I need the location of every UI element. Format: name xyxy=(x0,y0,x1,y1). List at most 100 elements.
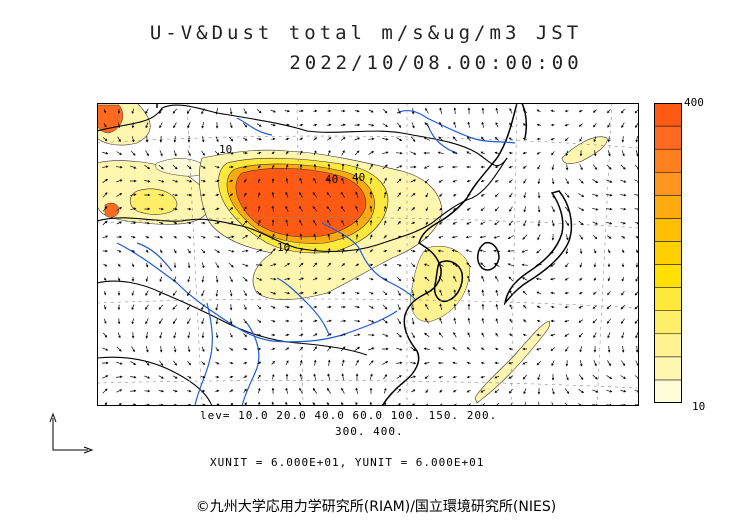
wind-arrow xyxy=(578,332,583,338)
wind-arrow xyxy=(228,151,234,155)
wind-arrow xyxy=(354,109,360,113)
wind-arrow xyxy=(187,332,190,339)
wind-arrow xyxy=(411,304,415,311)
wind-arrow xyxy=(271,151,275,155)
wind-arrow xyxy=(201,248,206,254)
wind-arrow xyxy=(579,234,583,240)
wind-arrow xyxy=(187,135,191,143)
wind-arrow xyxy=(551,248,555,255)
wind-arrow xyxy=(172,179,179,183)
wind-arrow xyxy=(257,205,261,212)
wind-arrow xyxy=(242,249,249,253)
wind-arrow xyxy=(327,346,332,352)
colorbar-cell xyxy=(654,333,682,358)
wind-arrow xyxy=(159,135,163,143)
wind-arrow xyxy=(354,150,360,156)
wind-arrow xyxy=(522,290,527,295)
wind-arrow xyxy=(578,220,584,226)
wind-arrow xyxy=(201,221,206,225)
wind-arrow xyxy=(424,332,430,338)
wind-arrow xyxy=(412,317,415,325)
wind-arrow xyxy=(242,263,249,267)
wind-arrow xyxy=(508,375,514,379)
wind-arrow xyxy=(115,179,123,183)
wind-arrow xyxy=(522,137,527,141)
wind-arrow xyxy=(593,291,597,295)
wind-arrow xyxy=(187,221,192,225)
wind-arrow xyxy=(159,221,164,225)
wind-arrow xyxy=(578,123,583,127)
wind-arrow xyxy=(481,289,485,296)
wind-arrow xyxy=(130,389,137,393)
wind-arrow xyxy=(593,248,597,254)
wind-arrow xyxy=(410,165,417,169)
colorbar-min-label: 10 xyxy=(692,400,706,413)
wind-arrow xyxy=(564,291,569,295)
wind-arrow xyxy=(424,178,429,184)
wind-arrow xyxy=(354,319,361,323)
wind-arrow xyxy=(453,303,457,310)
wind-arrow xyxy=(173,346,177,353)
wind-arrow xyxy=(383,177,387,184)
wind-arrow xyxy=(256,290,262,296)
wind-arrow xyxy=(466,193,471,197)
wind-arrow xyxy=(621,290,625,296)
wind-arrow xyxy=(369,219,373,226)
wind-arrow xyxy=(229,361,234,365)
wind-arrow xyxy=(481,136,485,142)
wind-arrow xyxy=(550,137,555,141)
wind-arrow xyxy=(565,262,569,268)
wind-arrow xyxy=(214,235,221,239)
wind-arrow xyxy=(537,219,541,227)
wind-arrow xyxy=(299,333,304,337)
wind-arrow xyxy=(620,108,625,114)
wind-arrow xyxy=(592,221,599,225)
wind-arrow xyxy=(592,193,599,197)
wind-arrow xyxy=(508,165,513,169)
wind-arrow xyxy=(481,107,485,114)
wind-arrow xyxy=(607,249,611,254)
wind-arrow xyxy=(480,375,485,379)
wind-arrow xyxy=(313,123,318,127)
wind-arrow xyxy=(243,304,247,311)
wind-arrow xyxy=(285,319,290,323)
wind-arrow xyxy=(340,123,346,127)
wind-arrow xyxy=(186,193,192,197)
wind-arrow xyxy=(173,135,177,143)
wind-arrow xyxy=(452,375,457,379)
wind-arrow xyxy=(620,221,626,225)
wind-arrow xyxy=(159,150,163,157)
wind-arrow xyxy=(451,235,458,239)
wind-arrow xyxy=(411,207,416,211)
wind-arrow xyxy=(313,262,318,268)
wind-arrow xyxy=(102,347,109,351)
wind-arrow xyxy=(173,276,177,283)
wind-arrow xyxy=(271,387,275,394)
wind-arrow xyxy=(397,304,401,311)
wind-arrow xyxy=(299,346,303,351)
wind-arrow xyxy=(298,291,304,295)
wind-arrow xyxy=(215,193,220,197)
wind-arrow xyxy=(159,235,163,239)
coastlines xyxy=(156,103,573,406)
wind-arrow xyxy=(522,333,527,337)
wind-arrow xyxy=(495,347,499,351)
wind-arrow xyxy=(341,177,345,184)
wind-arrow xyxy=(593,360,597,367)
wind-arrow xyxy=(355,205,359,212)
wind-arrow xyxy=(340,333,347,337)
wind-arrow xyxy=(621,276,625,282)
wind-arrow xyxy=(494,375,500,379)
wind-arrow xyxy=(243,206,247,212)
wind-arrow xyxy=(313,291,318,295)
wind-arrow xyxy=(480,165,485,169)
wind-arrow xyxy=(284,277,291,281)
wind-arrow xyxy=(480,193,485,197)
wind-arrow xyxy=(452,347,458,351)
wind-arrow xyxy=(145,290,149,296)
wind-arrow xyxy=(285,387,289,394)
wind-vectors xyxy=(101,107,639,406)
wind-arrow xyxy=(467,275,471,282)
wind-arrow xyxy=(229,347,234,351)
unit-vector-scale: XUNIT = 6.000E+01, YUNIT = 6.000E+01 xyxy=(210,456,485,469)
